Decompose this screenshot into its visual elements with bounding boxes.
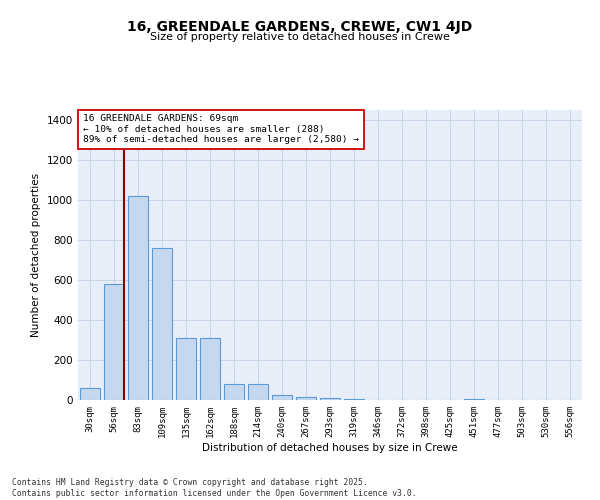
Bar [296, 397, 316, 400]
Bar [272, 395, 292, 400]
Y-axis label: Number of detached properties: Number of detached properties [31, 173, 41, 337]
Text: Size of property relative to detached houses in Crewe: Size of property relative to detached ho… [150, 32, 450, 42]
Bar [80, 388, 100, 400]
Text: 16 GREENDALE GARDENS: 69sqm
← 10% of detached houses are smaller (288)
89% of se: 16 GREENDALE GARDENS: 69sqm ← 10% of det… [83, 114, 359, 144]
Bar [200, 338, 220, 400]
Text: 16, GREENDALE GARDENS, CREWE, CW1 4JD: 16, GREENDALE GARDENS, CREWE, CW1 4JD [127, 20, 473, 34]
Bar [320, 398, 340, 400]
Bar [248, 384, 268, 400]
Bar [128, 196, 148, 400]
Bar [344, 399, 364, 400]
Bar [464, 399, 484, 400]
Text: Contains HM Land Registry data © Crown copyright and database right 2025.
Contai: Contains HM Land Registry data © Crown c… [12, 478, 416, 498]
Bar [176, 338, 196, 400]
Bar [152, 248, 172, 400]
X-axis label: Distribution of detached houses by size in Crewe: Distribution of detached houses by size … [202, 442, 458, 452]
Bar [104, 284, 124, 400]
Bar [224, 384, 244, 400]
